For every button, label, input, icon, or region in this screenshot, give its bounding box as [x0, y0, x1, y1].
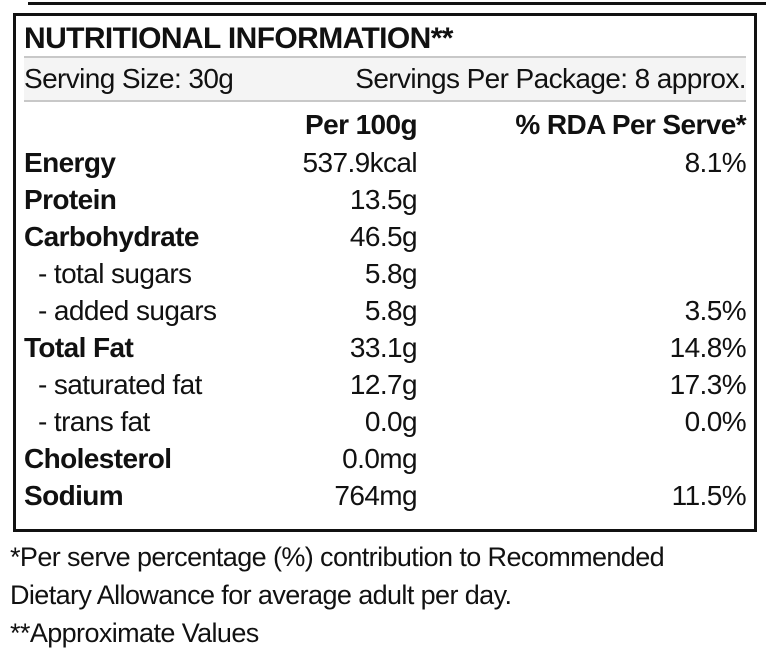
per-100g-value: 0.0mg — [342, 443, 417, 474]
table-row: Carbohydrate 46.5g — [24, 218, 746, 255]
nutrient-label: Carbohydrate — [24, 221, 199, 252]
table-row: Sodium 764mg 11.5% — [24, 477, 747, 514]
serving-info-row: Serving Size: 30g Servings Per Package: … — [24, 58, 747, 102]
table-title: NUTRITIONAL INFORMATION** — [24, 16, 746, 58]
table-row: - added sugars 5.8g 3.5% — [24, 292, 747, 329]
nutrient-label: - saturated fat — [38, 369, 202, 400]
footnotes: *Per serve percentage (%) contribution t… — [10, 538, 760, 652]
table-row: - saturated fat 12.7g 17.3% — [24, 366, 747, 403]
rda-value: 8.1% — [684, 147, 747, 178]
nutrient-label: - added sugars — [38, 295, 217, 326]
servings-per-package-text: Servings Per Package: 8 approx. — [355, 63, 746, 94]
rda-value: 14.8% — [669, 332, 747, 363]
table-row: Total Fat 33.1g 14.8% — [24, 329, 747, 366]
per-100g-value: 537.9kcal — [302, 147, 418, 178]
rda-value: 17.3% — [669, 369, 747, 400]
footnote-rda-line-2: Dietary Allowance for average adult per … — [10, 580, 512, 610]
per-100g-value: 13.5g — [349, 184, 418, 215]
per-100g-value: 33.1g — [349, 332, 418, 363]
table-row: Energy 537.9kcal 8.1% — [24, 144, 747, 181]
top-crop-line — [28, 2, 766, 5]
per-100g-value: 5.8g — [364, 295, 418, 326]
table-row: Protein 13.5g — [24, 181, 746, 218]
nutrition-table: NUTRITIONAL INFORMATION** Serving Size: … — [13, 13, 757, 532]
table-row: - total sugars 5.8g — [24, 255, 746, 292]
rda-value: 3.5% — [684, 295, 747, 326]
table-row: Cholesterol 0.0mg — [24, 440, 746, 477]
per-100g-value: 764mg — [334, 480, 417, 511]
per-100g-value: 0.0g — [364, 406, 418, 437]
nutrient-label: - total sugars — [38, 258, 192, 289]
nutrient-label: Protein — [24, 184, 117, 215]
rda-value: 11.5% — [671, 480, 747, 511]
footnote-approximate-values: **Approximate Values — [10, 618, 259, 648]
nutrient-label: - trans fat — [38, 406, 150, 437]
per-100g-value: 5.8g — [364, 258, 418, 289]
serving-size-text: Serving Size: 30g — [24, 63, 234, 94]
column-header-row: Per 100g % RDA Per Serve* — [24, 102, 747, 144]
nutrient-label: Cholesterol — [24, 443, 172, 474]
per-100g-value: 12.7g — [349, 369, 418, 400]
nutrient-label: Total Fat — [24, 332, 134, 363]
table-row: - trans fat 0.0g 0.0% — [24, 403, 747, 440]
footnote-rda-line-1: *Per serve percentage (%) contribution t… — [10, 542, 665, 572]
nutrient-label: Sodium — [24, 480, 124, 511]
nutrient-label: Energy — [24, 147, 116, 178]
rda-value: 0.0% — [684, 406, 747, 437]
column-header-per-100g: Per 100g — [305, 109, 418, 140]
per-100g-value: 46.5g — [349, 221, 418, 252]
column-header-rda-per-serve: % RDA Per Serve* — [515, 109, 746, 140]
